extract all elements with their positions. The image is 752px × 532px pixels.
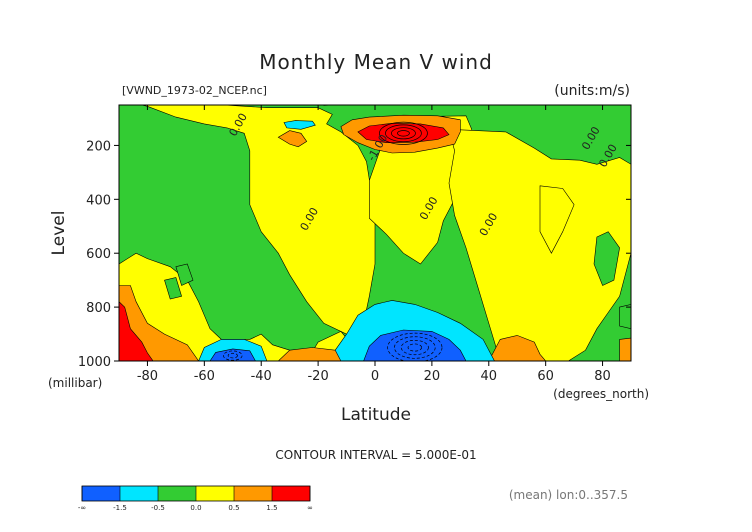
x-tick-label: -20: [307, 369, 328, 384]
colorbar-tick-label: ∞: [307, 504, 313, 512]
contour-line: [227, 352, 238, 359]
contour-line: [397, 130, 410, 137]
colorbar-tick-label: -1.5: [113, 504, 127, 512]
colorbar-tick-label: 0.5: [228, 504, 239, 512]
contour-line: [223, 350, 243, 361]
y-tick-label: 1000: [78, 355, 111, 370]
colorbar-tick-label: 1.5: [266, 504, 277, 512]
colorbar-swatch: [234, 486, 272, 501]
x-tick-label: 60: [537, 369, 554, 384]
contour-region-green: [164, 277, 182, 300]
colorbar: -∞ -1.5 -0.5 0.0 0.5 1.5 ∞: [78, 485, 313, 512]
y-axis: 200 400 600 800 1000: [78, 139, 631, 370]
colorbar-swatch: [196, 486, 234, 501]
contour-region-cyan: [283, 120, 316, 130]
colorbar-swatch: [82, 486, 120, 501]
contour-region-green: [175, 263, 194, 286]
contour-region-green: [619, 304, 631, 330]
footer-text: (mean) lon:0..357.5: [509, 488, 628, 502]
contour-region-blue: [209, 348, 256, 361]
x-tick-label: -40: [251, 369, 272, 384]
colorbar-tick-label: 0.0: [190, 504, 201, 512]
contour-line: [385, 124, 422, 143]
contour-region-red: [119, 301, 154, 361]
contour-line: [400, 339, 429, 356]
x-axis-units: (degrees_north): [553, 387, 649, 401]
contour-fill-regions: [119, 105, 631, 361]
y-axis-label: Level: [49, 211, 69, 256]
y-tick-label: 400: [86, 193, 111, 208]
x-axis-label: Latitude: [341, 405, 411, 425]
y-tick-label: 600: [86, 247, 111, 262]
x-tick-label: 80: [594, 369, 611, 384]
colorbar-swatch: [272, 486, 310, 501]
contour-line: [407, 343, 422, 352]
contour-line: [391, 127, 416, 140]
colorbar-tick-label: -∞: [78, 504, 86, 512]
contour-line: [387, 332, 443, 361]
contour-region-orange: [277, 130, 308, 148]
chart-title: Monthly Mean V wind: [259, 50, 493, 74]
contour-line: [394, 336, 436, 359]
x-tick-label: -80: [137, 369, 158, 384]
contour-region-yellow: [539, 185, 575, 254]
contour-region-red: [357, 122, 450, 144]
x-tick-label: -60: [194, 369, 215, 384]
x-tick-label: 20: [424, 369, 441, 384]
contour-interval-text: CONTOUR INTERVAL = 5.000E-01: [275, 448, 476, 462]
contour-region-green: [593, 231, 620, 286]
contour-region-orange: [488, 335, 547, 361]
dataset-label: [VWND_1973-02_NCEP.nc]: [122, 84, 267, 97]
colorbar-swatch: [120, 486, 158, 501]
y-tick-label: 200: [86, 139, 111, 154]
contour-region-blue: [363, 329, 467, 361]
x-tick-label: 0: [371, 369, 379, 384]
y-axis-units: (millibar): [48, 376, 102, 390]
x-axis: -80 -60 -40 -20 0 20 40 60 80: [137, 105, 611, 384]
contour-region-orange: [619, 337, 631, 361]
colorbar-swatch: [158, 486, 196, 501]
contour-region-yellow: [448, 128, 631, 361]
y-tick-label: 800: [86, 301, 111, 316]
x-tick-label: 40: [481, 369, 498, 384]
contour-line: [379, 121, 428, 145]
units-label: (units:m/s): [554, 83, 630, 99]
colorbar-tick-label: -0.5: [151, 504, 165, 512]
